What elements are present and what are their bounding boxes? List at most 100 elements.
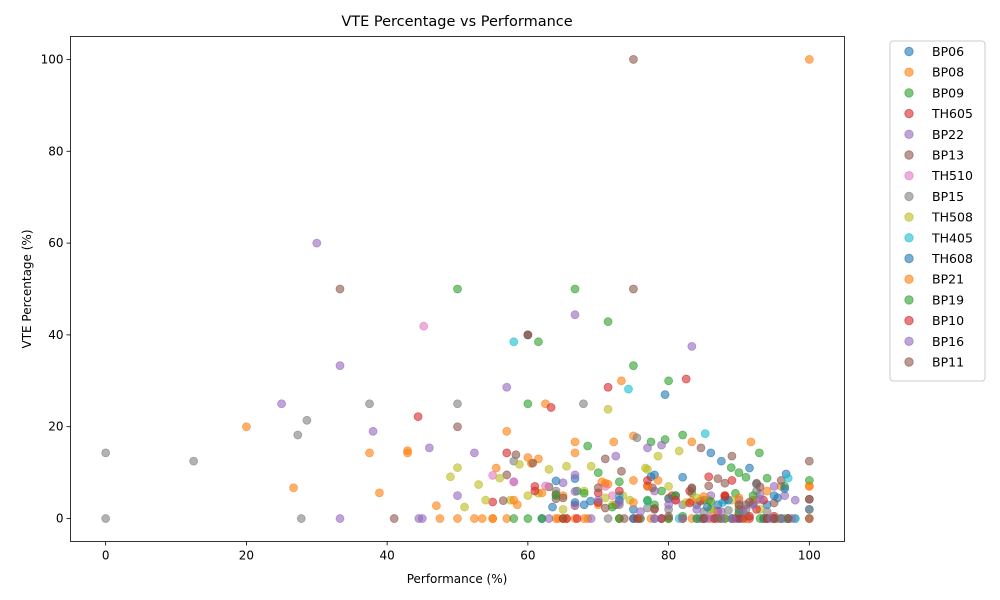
data-point (783, 514, 793, 523)
y-tick-label: 100 (41, 52, 64, 66)
x-tick-label: 100 (798, 549, 821, 563)
legend-marker (904, 295, 914, 305)
data-point (481, 495, 491, 505)
data-point (502, 382, 512, 392)
data-point (453, 422, 462, 432)
data-point (678, 430, 688, 440)
x-tick-label: 80 (661, 549, 676, 563)
data-point (720, 478, 730, 488)
data-point (515, 459, 524, 469)
legend-label: TH508 (931, 210, 973, 225)
data-point (335, 284, 345, 294)
legend-frame (889, 40, 986, 382)
points-layer (101, 55, 814, 523)
legend-marker (904, 191, 914, 202)
y-axis-ticks: 0 20 40 60 80 100 (41, 52, 71, 526)
data-point (632, 433, 642, 443)
legend-marker (904, 88, 914, 98)
data-point (509, 514, 519, 523)
data-point (509, 495, 519, 505)
data-point (687, 437, 697, 447)
data-point (523, 491, 533, 500)
data-point (706, 497, 716, 506)
data-point (491, 463, 501, 473)
legend-label: BP08 (932, 65, 964, 80)
x-axis-label: Performance (%) (407, 572, 508, 586)
data-point (674, 446, 684, 456)
data-point (600, 503, 610, 513)
data-point (548, 502, 557, 512)
data-point (593, 483, 603, 493)
legend-label: BP21 (932, 272, 964, 287)
data-point (335, 514, 345, 523)
data-point (293, 430, 303, 440)
data-point (653, 476, 663, 485)
data-point (509, 337, 519, 347)
data-point (790, 495, 800, 505)
data-point (762, 473, 772, 483)
data-point (745, 463, 754, 473)
data-point (368, 426, 378, 436)
data-point (636, 507, 645, 517)
data-point (685, 498, 695, 508)
data-point (469, 448, 479, 458)
data-point (804, 482, 814, 491)
data-point (469, 514, 479, 523)
data-point (726, 463, 736, 472)
legend-marker (904, 253, 914, 264)
data-point (804, 456, 814, 466)
y-tick-label: 60 (48, 236, 63, 250)
data-point (769, 491, 779, 500)
legend-marker (904, 46, 914, 57)
data-point (495, 473, 505, 483)
data-point (335, 361, 345, 371)
data-point (727, 514, 737, 523)
data-point (579, 488, 589, 498)
data-point (687, 341, 697, 351)
data-point (572, 514, 582, 523)
data-point (562, 461, 571, 471)
legend-label: TH605 (931, 106, 973, 121)
data-point (614, 498, 624, 507)
legend-label: TH405 (931, 230, 973, 245)
data-point (534, 337, 543, 347)
legend-label: BP15 (932, 189, 964, 204)
data-point (453, 399, 462, 409)
data-point (579, 399, 588, 409)
data-point (629, 361, 638, 371)
data-point (453, 491, 462, 500)
data-point (745, 497, 754, 507)
data-point (312, 238, 322, 248)
data-point (570, 487, 580, 496)
data-point (570, 470, 580, 480)
data-point (523, 330, 533, 340)
data-point (502, 426, 512, 436)
data-point (804, 514, 814, 523)
data-point (727, 451, 737, 461)
legend-label: BP09 (932, 85, 964, 100)
data-point (593, 468, 603, 478)
data-point (624, 384, 633, 394)
legend-marker (904, 274, 914, 284)
data-point (762, 486, 772, 496)
y-tick-label: 20 (48, 420, 63, 434)
data-point (700, 429, 710, 439)
data-point (653, 451, 663, 461)
data-point (678, 514, 688, 523)
y-tick-label: 0 (56, 512, 64, 526)
data-point (523, 399, 533, 409)
data-point (431, 501, 441, 511)
data-point (523, 453, 533, 462)
data-point (720, 492, 730, 501)
data-point (600, 478, 610, 488)
data-point (502, 448, 512, 458)
data-point (734, 500, 744, 510)
data-point (614, 486, 624, 496)
x-tick-label: 40 (379, 549, 394, 563)
data-point (664, 376, 673, 386)
data-point (671, 495, 681, 505)
data-point (724, 505, 733, 515)
data-point (681, 374, 691, 384)
data-point (600, 454, 610, 464)
